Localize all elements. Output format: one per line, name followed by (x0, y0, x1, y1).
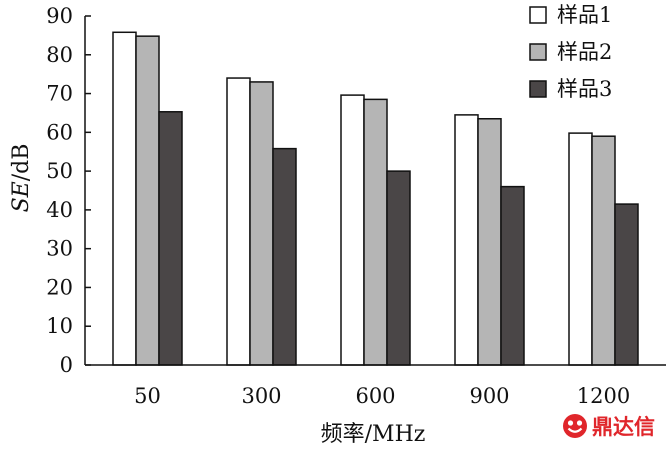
bar-样品1-1200 (568, 132, 593, 366)
bar-样品1-300 (226, 77, 251, 366)
y-tick-label: 40 (46, 198, 73, 222)
bar-样品2-1200 (591, 135, 616, 366)
watermark-text: 鼎达信 (592, 415, 655, 439)
y-tick-label: 10 (46, 314, 73, 338)
legend-label: 样品1 (557, 3, 612, 27)
legend-swatch (529, 6, 547, 24)
x-tick-label: 300 (241, 384, 281, 408)
x-tick-label: 900 (469, 384, 509, 408)
bar-样品1-50 (112, 31, 137, 366)
smiley-logo-icon (563, 414, 587, 438)
y-tick-label: 30 (46, 237, 73, 261)
x-tick-label: 600 (355, 384, 395, 408)
bar-样品2-600 (363, 98, 388, 366)
bar-样品1-900 (454, 114, 479, 366)
legend-swatch (529, 80, 547, 98)
x-axis-title: 频率/MHz (321, 422, 426, 447)
y-tick-label: 0 (60, 353, 73, 377)
x-tick-label: 1200 (577, 384, 630, 408)
bar-样品3-900 (500, 185, 525, 366)
bar-样品3-300 (272, 147, 297, 366)
y-tick-label: 20 (46, 275, 73, 299)
bar-样品2-50 (135, 35, 160, 366)
axes-group (84, 16, 666, 366)
y-tick-label: 90 (46, 4, 73, 28)
y-ticks-group: 0 10 20 30 40 50 60 70 80 90 (46, 4, 91, 377)
y-tick-label: 60 (46, 120, 73, 144)
y-tick-label: 50 (46, 159, 73, 183)
bar-样品1-600 (340, 94, 365, 366)
legend-label: 样品2 (557, 40, 612, 64)
legend-label: 样品3 (557, 77, 612, 101)
watermark: 鼎达信 (562, 410, 655, 442)
y-tick-label: 80 (46, 43, 73, 67)
legend-swatch (529, 43, 547, 61)
bar-样品3-50 (158, 111, 183, 366)
x-tick-label: 50 (134, 384, 161, 408)
x-ticks-group: 50 300 600 900 1200 (134, 384, 630, 408)
y-tick-label: 70 (46, 82, 73, 106)
bar-样品2-900 (477, 118, 502, 366)
legend: 样品1 样品2 样品3 (529, 3, 612, 101)
y-axis-title: SE/dB (9, 144, 34, 213)
bars-group (112, 31, 639, 366)
bar-样品3-1200 (614, 203, 639, 366)
bar-样品3-600 (386, 170, 411, 366)
bar-样品2-300 (249, 81, 274, 366)
